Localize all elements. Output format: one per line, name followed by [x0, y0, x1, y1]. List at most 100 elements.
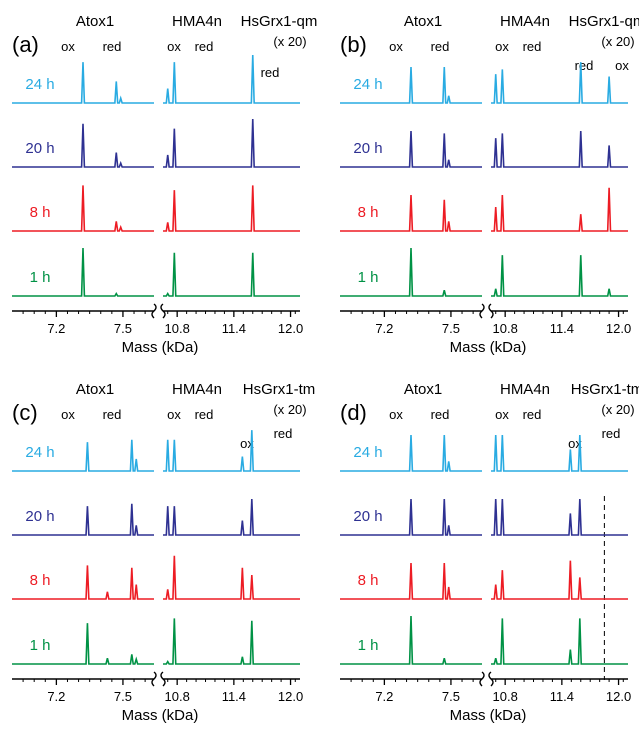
spectrum-trace-8h-seg1	[12, 185, 154, 232]
spectrum-trace-24h-seg2	[163, 54, 300, 104]
spectrum-trace-20h-seg2	[491, 130, 628, 168]
spectrum-trace-20h-seg2	[491, 498, 628, 536]
spectrum-trace-24h-seg2	[163, 430, 300, 472]
panel-letter: (c)	[12, 400, 38, 425]
spectrum-trace-24h-seg2	[491, 62, 628, 104]
spectrum-trace-1h-seg1	[340, 247, 482, 297]
peak-label-red: red	[195, 39, 214, 54]
spectrum-trace-1h-seg2	[491, 618, 628, 665]
time-label: 24 h	[353, 444, 382, 461]
spectrum-trace-20h-seg1	[12, 123, 154, 168]
x-tick-label: 10.8	[493, 321, 518, 336]
protein-label-hsgrx1: HsGrx1-tm	[571, 381, 639, 398]
x-axis-title: Mass (kDa)	[450, 707, 527, 724]
scale-note: (x 20)	[273, 34, 306, 49]
axis-break-mark-right	[160, 303, 166, 319]
spectrum-trace-8h-seg1	[12, 565, 154, 600]
spectrum-trace-20h-seg1	[340, 130, 482, 168]
x-tick-label: 11.4	[550, 689, 574, 704]
peak-label-ox: ox	[615, 58, 629, 73]
protein-label-atox1: Atox1	[76, 381, 114, 398]
x-tick-label: 7.5	[114, 689, 132, 704]
x-tick-label: 11.4	[550, 321, 574, 336]
spectrum-trace-20h-seg2	[163, 118, 300, 168]
x-tick-label: 7.5	[442, 321, 460, 336]
peak-label-red: red	[575, 58, 594, 73]
spectrum-trace-8h-seg1	[340, 194, 482, 232]
peak-label-ox: ox	[167, 407, 181, 422]
x-tick-label: 11.4	[222, 321, 246, 336]
time-label: 8 h	[30, 572, 51, 589]
time-label: 24 h	[25, 444, 54, 461]
spectrum-trace-1h-seg2	[163, 252, 300, 297]
spectrum-trace-1h-seg1	[12, 623, 154, 665]
peak-label-red: red	[261, 65, 280, 80]
panel-letter: (a)	[12, 32, 39, 57]
axis-break-mark-left	[151, 671, 157, 687]
time-label: 8 h	[30, 204, 51, 221]
spectrum-trace-24h-seg1	[340, 66, 482, 104]
peak-label-red: red	[602, 426, 621, 441]
panel-letter: (d)	[340, 400, 367, 425]
peak-label-ox: ox	[61, 39, 75, 54]
x-tick-label: 7.2	[375, 321, 393, 336]
peak-label-red: red	[195, 407, 214, 422]
x-axis-title: Mass (kDa)	[122, 339, 199, 356]
x-tick-label: 7.2	[375, 689, 393, 704]
spectrum-trace-1h-seg2	[491, 255, 628, 297]
protein-label-hsgrx1: HsGrx1-tm	[243, 381, 316, 398]
time-label: 1 h	[358, 637, 379, 654]
x-tick-label: 7.2	[47, 321, 65, 336]
peak-label-red: red	[103, 407, 122, 422]
spectrum-trace-24h-seg1	[12, 62, 154, 104]
peak-label-red: red	[431, 407, 450, 422]
axis-break-mark-left	[479, 671, 485, 687]
peak-label-ox: ox	[61, 407, 75, 422]
time-label: 20 h	[25, 140, 54, 157]
x-tick-label: 12.0	[278, 689, 303, 704]
x-tick-label: 11.4	[222, 689, 246, 704]
spectrum-trace-20h-seg1	[340, 498, 482, 536]
time-label: 1 h	[30, 269, 51, 286]
axis-break-mark-right	[488, 671, 494, 687]
peak-label-ox: ox	[495, 407, 509, 422]
spectrum-trace-8h-seg1	[340, 562, 482, 600]
peak-label-ox: ox	[389, 39, 403, 54]
peak-label-red: red	[523, 407, 542, 422]
axis-break-mark-right	[488, 303, 494, 319]
time-label: 20 h	[353, 508, 382, 525]
spectrum-trace-20h-seg1	[12, 503, 154, 536]
protein-label-hsgrx1: HsGrx1-qm	[241, 13, 318, 30]
panel-letter: (b)	[340, 32, 367, 57]
x-axis-title: Mass (kDa)	[450, 339, 527, 356]
peak-label-red: red	[103, 39, 122, 54]
scale-note: (x 20)	[601, 402, 634, 417]
time-label: 1 h	[358, 269, 379, 286]
protein-label-hma4n: HMA4n	[500, 381, 550, 398]
spectrum-trace-8h-seg2	[163, 185, 300, 232]
spectrum-trace-1h-seg1	[12, 247, 154, 297]
x-tick-label: 7.2	[47, 689, 65, 704]
x-axis-title: Mass (kDa)	[122, 707, 199, 724]
peak-label-red: red	[431, 39, 450, 54]
spectrum-trace-24h-seg2	[491, 434, 628, 472]
axis-break-mark-left	[479, 303, 485, 319]
axis-break-mark-left	[151, 303, 157, 319]
protein-label-atox1: Atox1	[404, 381, 442, 398]
time-label: 24 h	[25, 76, 54, 93]
protein-label-hma4n: HMA4n	[500, 13, 550, 30]
peak-label-ox: ox	[167, 39, 181, 54]
scale-note: (x 20)	[273, 402, 306, 417]
time-label: 20 h	[25, 508, 54, 525]
spectrum-trace-8h-seg2	[491, 187, 628, 232]
protein-label-atox1: Atox1	[404, 13, 442, 30]
spectrum-trace-1h-seg1	[340, 615, 482, 665]
x-tick-label: 12.0	[278, 321, 303, 336]
axis-break-mark-right	[160, 671, 166, 687]
spectrum-trace-8h-seg2	[491, 560, 628, 600]
time-label: 24 h	[353, 76, 382, 93]
spectrum-trace-24h-seg1	[12, 439, 154, 472]
spectrum-trace-1h-seg2	[163, 618, 300, 665]
time-label: 8 h	[358, 204, 379, 221]
